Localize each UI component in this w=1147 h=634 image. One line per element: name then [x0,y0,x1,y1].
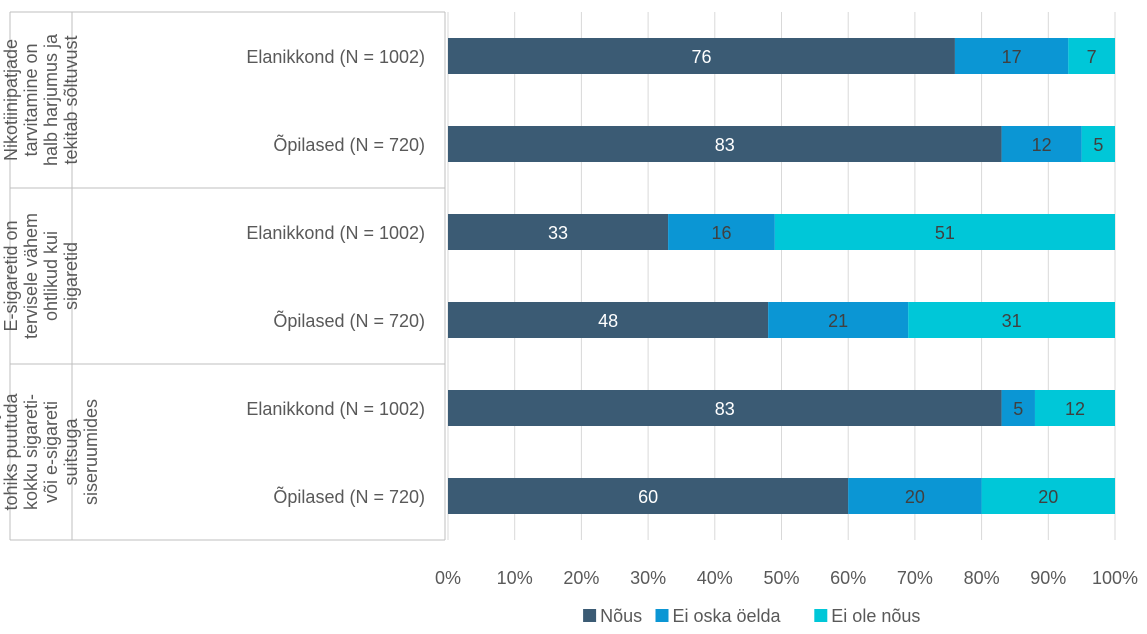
x-tick-label: 40% [697,568,733,588]
data-label: 5 [1093,135,1103,155]
group-label: Mittesuitsetaja eitohiks puutudakokku si… [0,385,101,519]
x-tick-label: 90% [1030,568,1066,588]
bar-segment [1068,38,1115,74]
group-label: E-sigaretid ontervisele vähemohtlikud ku… [1,213,81,339]
data-labels: 76 17 7 83 12 5 33 16 51 48 21 31 83 5 12 60 20 20 [548,47,1103,507]
bar-segment [448,390,1002,426]
legend-label: Ei oska öelda [673,606,782,626]
bar-segment [668,214,775,250]
bar-segment [774,214,1115,250]
bar-segment [954,38,1069,74]
bar-segment [1081,126,1115,162]
legend-swatch [655,609,669,622]
group-label-line: tarvitamine on [21,43,41,156]
group-label-line: ohtlikud kui [41,231,61,321]
legend-swatch [814,609,828,622]
data-label: 83 [715,135,735,155]
group-label-frame [9,11,446,541]
group-label-line: Nikotiinipatjade [1,39,21,161]
x-tick-label: 70% [897,568,933,588]
legend: Nõus Ei oska öelda Ei ole nõus [583,606,920,626]
x-tick-label: 10% [497,568,533,588]
data-label: 31 [1002,311,1022,331]
data-label: 51 [935,223,955,243]
data-label: 5 [1013,399,1023,419]
data-label: 60 [638,487,658,507]
bar-segment [768,302,909,338]
bar-segment [1001,126,1082,162]
category-label: Elanikkond (N = 1002) [246,223,425,243]
bar-segment [448,38,955,74]
data-label: 12 [1065,399,1085,419]
category-label: Õpilased (N = 720) [273,310,425,331]
group-label-line: kokku sigareti- [21,394,41,510]
data-label: 12 [1032,135,1052,155]
group-label-line: tekitab sõltuvust [61,35,81,164]
x-tick-label: 50% [763,568,799,588]
x-axis-ticks: 0% 10% 20% 30% 40% 50% 60% 70% 80% 90% 100% [435,568,1138,588]
group-label-line: siseruumides [81,399,101,505]
category-label: Õpilased (N = 720) [273,134,425,155]
group-label: Nikotiinipatjadetarvitamine onhalb harju… [1,33,81,166]
bar-segment [981,478,1115,514]
x-tick-label: 80% [964,568,1000,588]
group-label-line: tohiks puutuda [1,392,21,510]
bar-segment [448,302,769,338]
bar-segment [448,214,669,250]
group-label-line: või e-sigareti [41,401,61,503]
category-label: Õpilased (N = 720) [273,486,425,507]
x-tick-label: 100% [1092,568,1138,588]
category-labels: Elanikkond (N = 1002) Õpilased (N = 720) E… [246,47,425,507]
legend-swatch [583,609,597,622]
x-tick-label: 60% [830,568,866,588]
data-label: 20 [1038,487,1058,507]
group-label-line: suitsuga [61,417,81,485]
bars [448,38,1115,514]
data-label: 83 [715,399,735,419]
bar-segment [448,478,849,514]
bar-segment [908,302,1115,338]
data-label: 33 [548,223,568,243]
data-label: 7 [1087,47,1097,67]
legend-label: Nõus [600,606,642,626]
group-labels: Nikotiinipatjadetarvitamine onhalb harju… [0,33,101,519]
bar-segment [848,478,982,514]
bar-segment [1001,390,1035,426]
data-label: 17 [1002,47,1022,67]
group-label-line: sigaretid [61,242,81,310]
x-tick-label: 20% [563,568,599,588]
group-label-line: halb harjumus ja [41,33,61,166]
group-label-line: E-sigaretid on [1,220,21,331]
data-label: 16 [711,223,731,243]
group-label-line: tervisele vähem [21,213,41,339]
bar-segment [448,126,1002,162]
x-tick-label: 0% [435,568,461,588]
legend-label: Ei ole nõus [831,606,920,626]
data-label: 76 [691,47,711,67]
data-label: 20 [905,487,925,507]
x-tick-label: 30% [630,568,666,588]
group-label-line: Mittesuitsetaja ei [0,385,1,519]
category-label: Elanikkond (N = 1002) [246,47,425,67]
bar-segment [1034,390,1115,426]
data-label: 48 [598,311,618,331]
gridlines [447,12,1116,540]
category-label: Elanikkond (N = 1002) [246,399,425,419]
data-label: 21 [828,311,848,331]
